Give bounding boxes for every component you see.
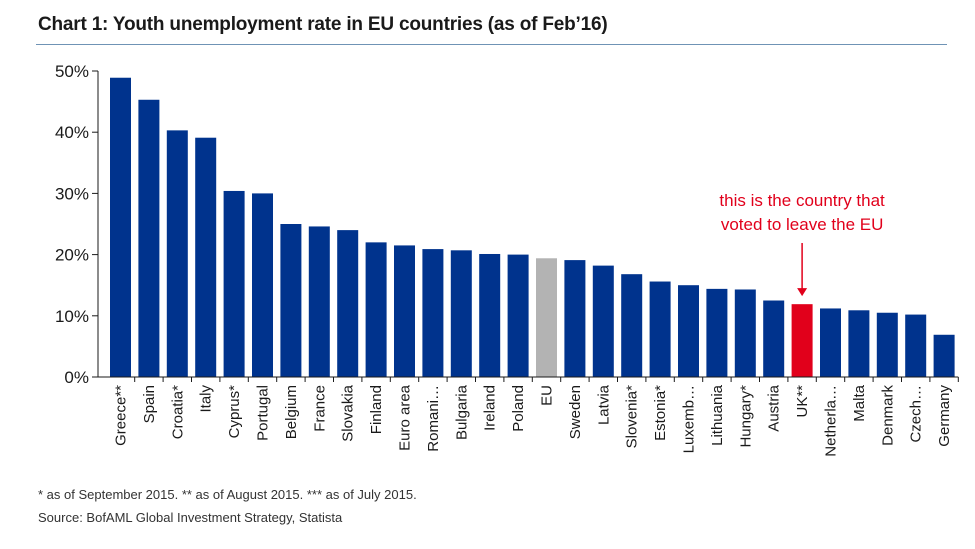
x-tick-label: Cyprus* bbox=[226, 385, 243, 439]
y-tick-label: 20% bbox=[55, 246, 89, 265]
x-tick-label: Hungary* bbox=[737, 385, 754, 448]
x-tick-label: Euro area bbox=[397, 384, 414, 451]
x-tick-label: Spain bbox=[141, 385, 158, 423]
x-tick-label: Italy bbox=[198, 385, 215, 413]
x-tick-label: Finland bbox=[368, 385, 385, 434]
bar-18 bbox=[621, 274, 643, 377]
x-tick-label: Czech… bbox=[908, 385, 925, 443]
bar-7 bbox=[308, 226, 330, 377]
bar-28 bbox=[905, 314, 927, 377]
bar-5 bbox=[252, 193, 273, 377]
x-tick-label: Sweden bbox=[567, 385, 584, 439]
bar-26 bbox=[848, 310, 870, 377]
x-tick-label: Ireland bbox=[482, 385, 499, 431]
x-tick-label: EU bbox=[539, 385, 556, 406]
bar-12 bbox=[450, 250, 472, 377]
x-tick-label: Croatia* bbox=[169, 385, 186, 439]
bar-24 bbox=[791, 304, 813, 377]
x-tick-label: Belgium bbox=[283, 385, 300, 439]
y-tick-label: 0% bbox=[64, 368, 89, 387]
footnote: * as of September 2015. ** as of August … bbox=[38, 487, 417, 502]
bar-10 bbox=[394, 245, 415, 377]
x-tick-label: Malta bbox=[851, 384, 868, 421]
x-tick-label: Estonia* bbox=[652, 385, 669, 441]
bar-25 bbox=[820, 308, 841, 377]
bar-29 bbox=[933, 334, 955, 377]
y-tick-label: 50% bbox=[55, 62, 89, 81]
bar-14 bbox=[507, 254, 529, 377]
x-axis-labels: Greece** Spain Croatia* Italy Cyprus* Portuga… bbox=[98, 376, 959, 457]
y-axis: 0% 10% 20% 30% 40% 50% bbox=[55, 62, 99, 387]
x-tick-label: Latvia bbox=[595, 384, 612, 425]
y-tick-label: 10% bbox=[55, 307, 89, 326]
bar-0 bbox=[110, 77, 131, 378]
bar-21 bbox=[706, 288, 728, 377]
bar-16 bbox=[564, 260, 586, 377]
x-tick-label: Lithuania bbox=[709, 384, 726, 446]
annotation: this is the country that voted to leave t… bbox=[719, 191, 885, 297]
bars bbox=[110, 77, 955, 378]
x-tick-label: Austria bbox=[766, 384, 783, 431]
chart-title: Chart 1: Youth unemployment rate in EU c… bbox=[38, 14, 608, 35]
x-tick-label: Slovenia* bbox=[624, 385, 641, 449]
title-divider bbox=[36, 44, 947, 45]
x-tick-label: Slovakia bbox=[340, 384, 357, 441]
bar-13 bbox=[479, 253, 501, 377]
bar-23 bbox=[763, 300, 785, 377]
bar-8 bbox=[337, 230, 359, 377]
bar-20 bbox=[678, 285, 699, 377]
bar-1 bbox=[138, 99, 160, 377]
bar-9 bbox=[365, 242, 387, 377]
bar-11 bbox=[422, 249, 444, 377]
bar-4 bbox=[223, 190, 245, 377]
bar-15 bbox=[536, 258, 557, 377]
x-tick-label: Portugal bbox=[255, 385, 272, 441]
annotation-arrowhead bbox=[797, 288, 808, 297]
bar-17 bbox=[592, 265, 614, 377]
x-tick-label: Netherla… bbox=[823, 385, 840, 457]
bar-chart: 0% 10% 20% 30% 40% 50% Greece** Spain Croatia* I… bbox=[55, 62, 959, 457]
x-tick-label: Denmark bbox=[879, 385, 896, 446]
bar-6 bbox=[280, 224, 302, 377]
x-tick-label: France bbox=[311, 385, 328, 432]
bar-22 bbox=[734, 289, 756, 377]
x-tick-label: Greece** bbox=[113, 385, 130, 446]
bar-3 bbox=[195, 137, 217, 377]
bar-27 bbox=[876, 312, 898, 377]
annotation-text: voted to leave the EU bbox=[721, 215, 884, 234]
x-tick-label: UK** bbox=[794, 385, 811, 418]
y-tick-label: 40% bbox=[55, 123, 89, 142]
x-tick-label: Romani… bbox=[425, 385, 442, 452]
source-note: Source: BofAML Global Investment Strateg… bbox=[38, 510, 343, 525]
y-tick-label: 30% bbox=[55, 184, 89, 203]
x-tick-label: Poland bbox=[510, 385, 527, 432]
x-tick-label: Germany bbox=[936, 385, 953, 447]
x-tick-label: Luxemb… bbox=[681, 385, 698, 453]
annotation-text: this is the country that bbox=[719, 191, 885, 210]
bar-19 bbox=[649, 281, 671, 377]
x-tick-label: Bulgaria bbox=[453, 384, 470, 440]
bar-2 bbox=[166, 130, 188, 377]
